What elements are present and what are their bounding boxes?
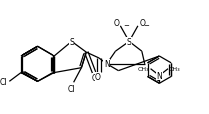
Text: O: O — [95, 72, 101, 81]
Text: O: O — [92, 73, 98, 82]
Text: N: N — [104, 60, 110, 69]
Text: Cl: Cl — [68, 84, 75, 93]
Text: O: O — [140, 19, 146, 28]
Text: N: N — [157, 71, 162, 80]
Text: −: − — [123, 23, 129, 29]
Text: CH₃: CH₃ — [169, 67, 181, 72]
Text: S: S — [69, 38, 74, 47]
Text: −: − — [144, 23, 150, 29]
Text: Cl: Cl — [0, 77, 7, 86]
Text: S: S — [127, 38, 131, 47]
Text: O: O — [113, 19, 119, 28]
Text: CH₃: CH₃ — [138, 67, 150, 72]
